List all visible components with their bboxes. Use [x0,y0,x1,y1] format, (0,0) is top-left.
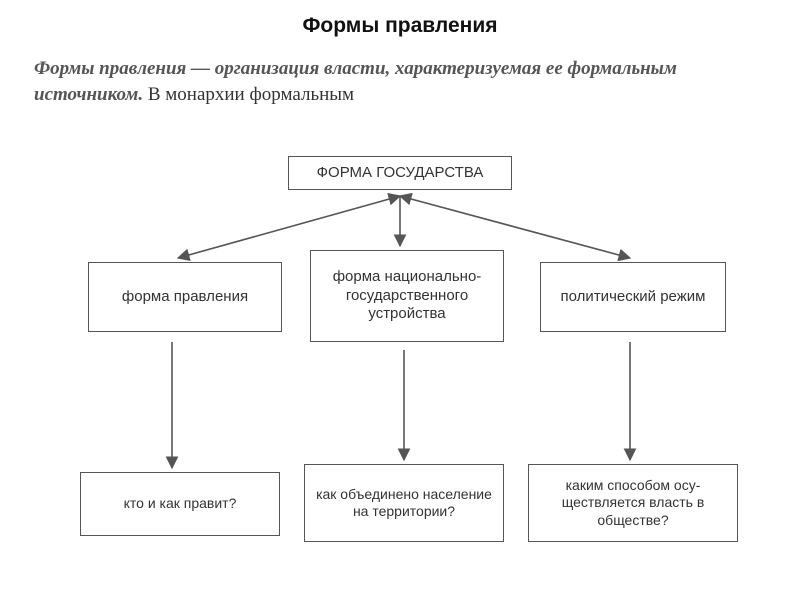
definition-text: Формы правления — организация власти, ха… [34,56,766,107]
page-root: Формы правления Формы правления — органи… [0,0,800,600]
node-root: ФОРМА ГОСУДАРСТВА [288,156,512,190]
definition-plain: В монархии формальным [143,84,354,105]
node-kakim-sposobom: каким способом осу­ществляется власть в … [528,464,738,542]
arrow-line [178,196,400,258]
node-kto-pravit: кто и как правит? [80,472,280,536]
page-title: Формы правления [0,14,800,38]
arrow-line [400,196,630,258]
definition-italic: Формы правления — организация власти, ха… [34,58,677,105]
node-forma-ustroystva: форма национально-государственного устро… [310,250,504,342]
node-kak-obedineno: как объединено население на территории? [304,464,504,542]
node-forma-pravleniya: форма правления [88,262,282,332]
node-polit-rezhim: политический режим [540,262,726,332]
